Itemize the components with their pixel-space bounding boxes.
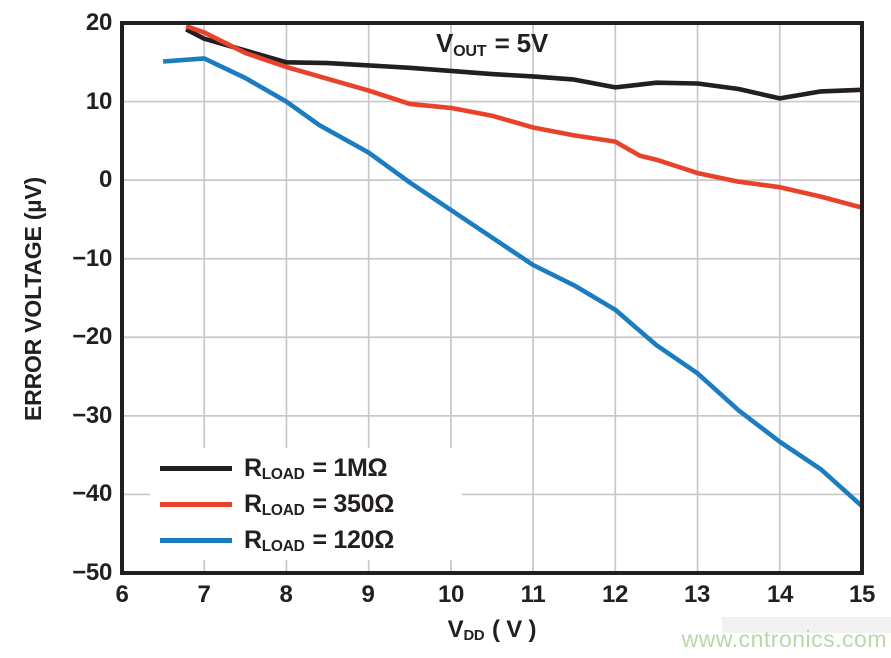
x-tick-label: 15 (848, 581, 876, 608)
watermark-band (722, 617, 891, 633)
plot-frame (120, 21, 864, 575)
legend-label: RLOAD = 1MΩ (244, 453, 388, 483)
y-tick-label: −20 (72, 323, 112, 350)
legend-swatch-350ohm (160, 501, 232, 507)
x-tick-label: 9 (361, 581, 375, 608)
y-axis-title: ERROR VOLTAGE (µV) (20, 177, 46, 421)
x-tick-label: 14 (766, 581, 794, 608)
legend-label: RLOAD = 350Ω (244, 489, 394, 519)
legend-item-120ohm: RLOAD = 120Ω (150, 522, 462, 558)
x-axis-title: VDD( V ) (447, 616, 537, 645)
series-line-2 (162, 56, 864, 508)
watermark-text: www.cntronics.com (681, 626, 887, 652)
series-line-0 (185, 27, 863, 101)
legend-swatch-1mohm (160, 465, 232, 471)
legend-swatch-120ohm (160, 537, 232, 543)
legend-item-350ohm: RLOAD = 350Ω (150, 486, 462, 522)
x-tick-label: 11 (520, 581, 546, 608)
x-tick-label: 12 (601, 581, 629, 608)
x-tick-label: 10 (437, 581, 465, 608)
y-tick-label: −40 (72, 480, 112, 507)
x-tick-label: 7 (197, 581, 211, 608)
y-tick-label: 0 (98, 166, 112, 193)
y-tick-label: 10 (85, 88, 112, 115)
x-tick-label: 6 (115, 581, 129, 608)
legend: RLOAD = 1MΩ RLOAD = 350Ω RLOAD = 120Ω (150, 448, 462, 560)
x-tick-label: 13 (683, 581, 711, 608)
y-tick-label: −10 (72, 245, 112, 272)
series-line-1 (185, 23, 863, 210)
legend-item-1mohm: RLOAD = 1MΩ (150, 450, 462, 486)
y-tick-label: 20 (85, 9, 112, 36)
legend-label: RLOAD = 120Ω (244, 525, 394, 555)
x-tick-label: 8 (279, 581, 293, 608)
y-tick-label: −30 (72, 402, 112, 429)
y-tick-label: −50 (72, 559, 112, 586)
vout-annotation: VOUT = 5V (436, 28, 548, 60)
